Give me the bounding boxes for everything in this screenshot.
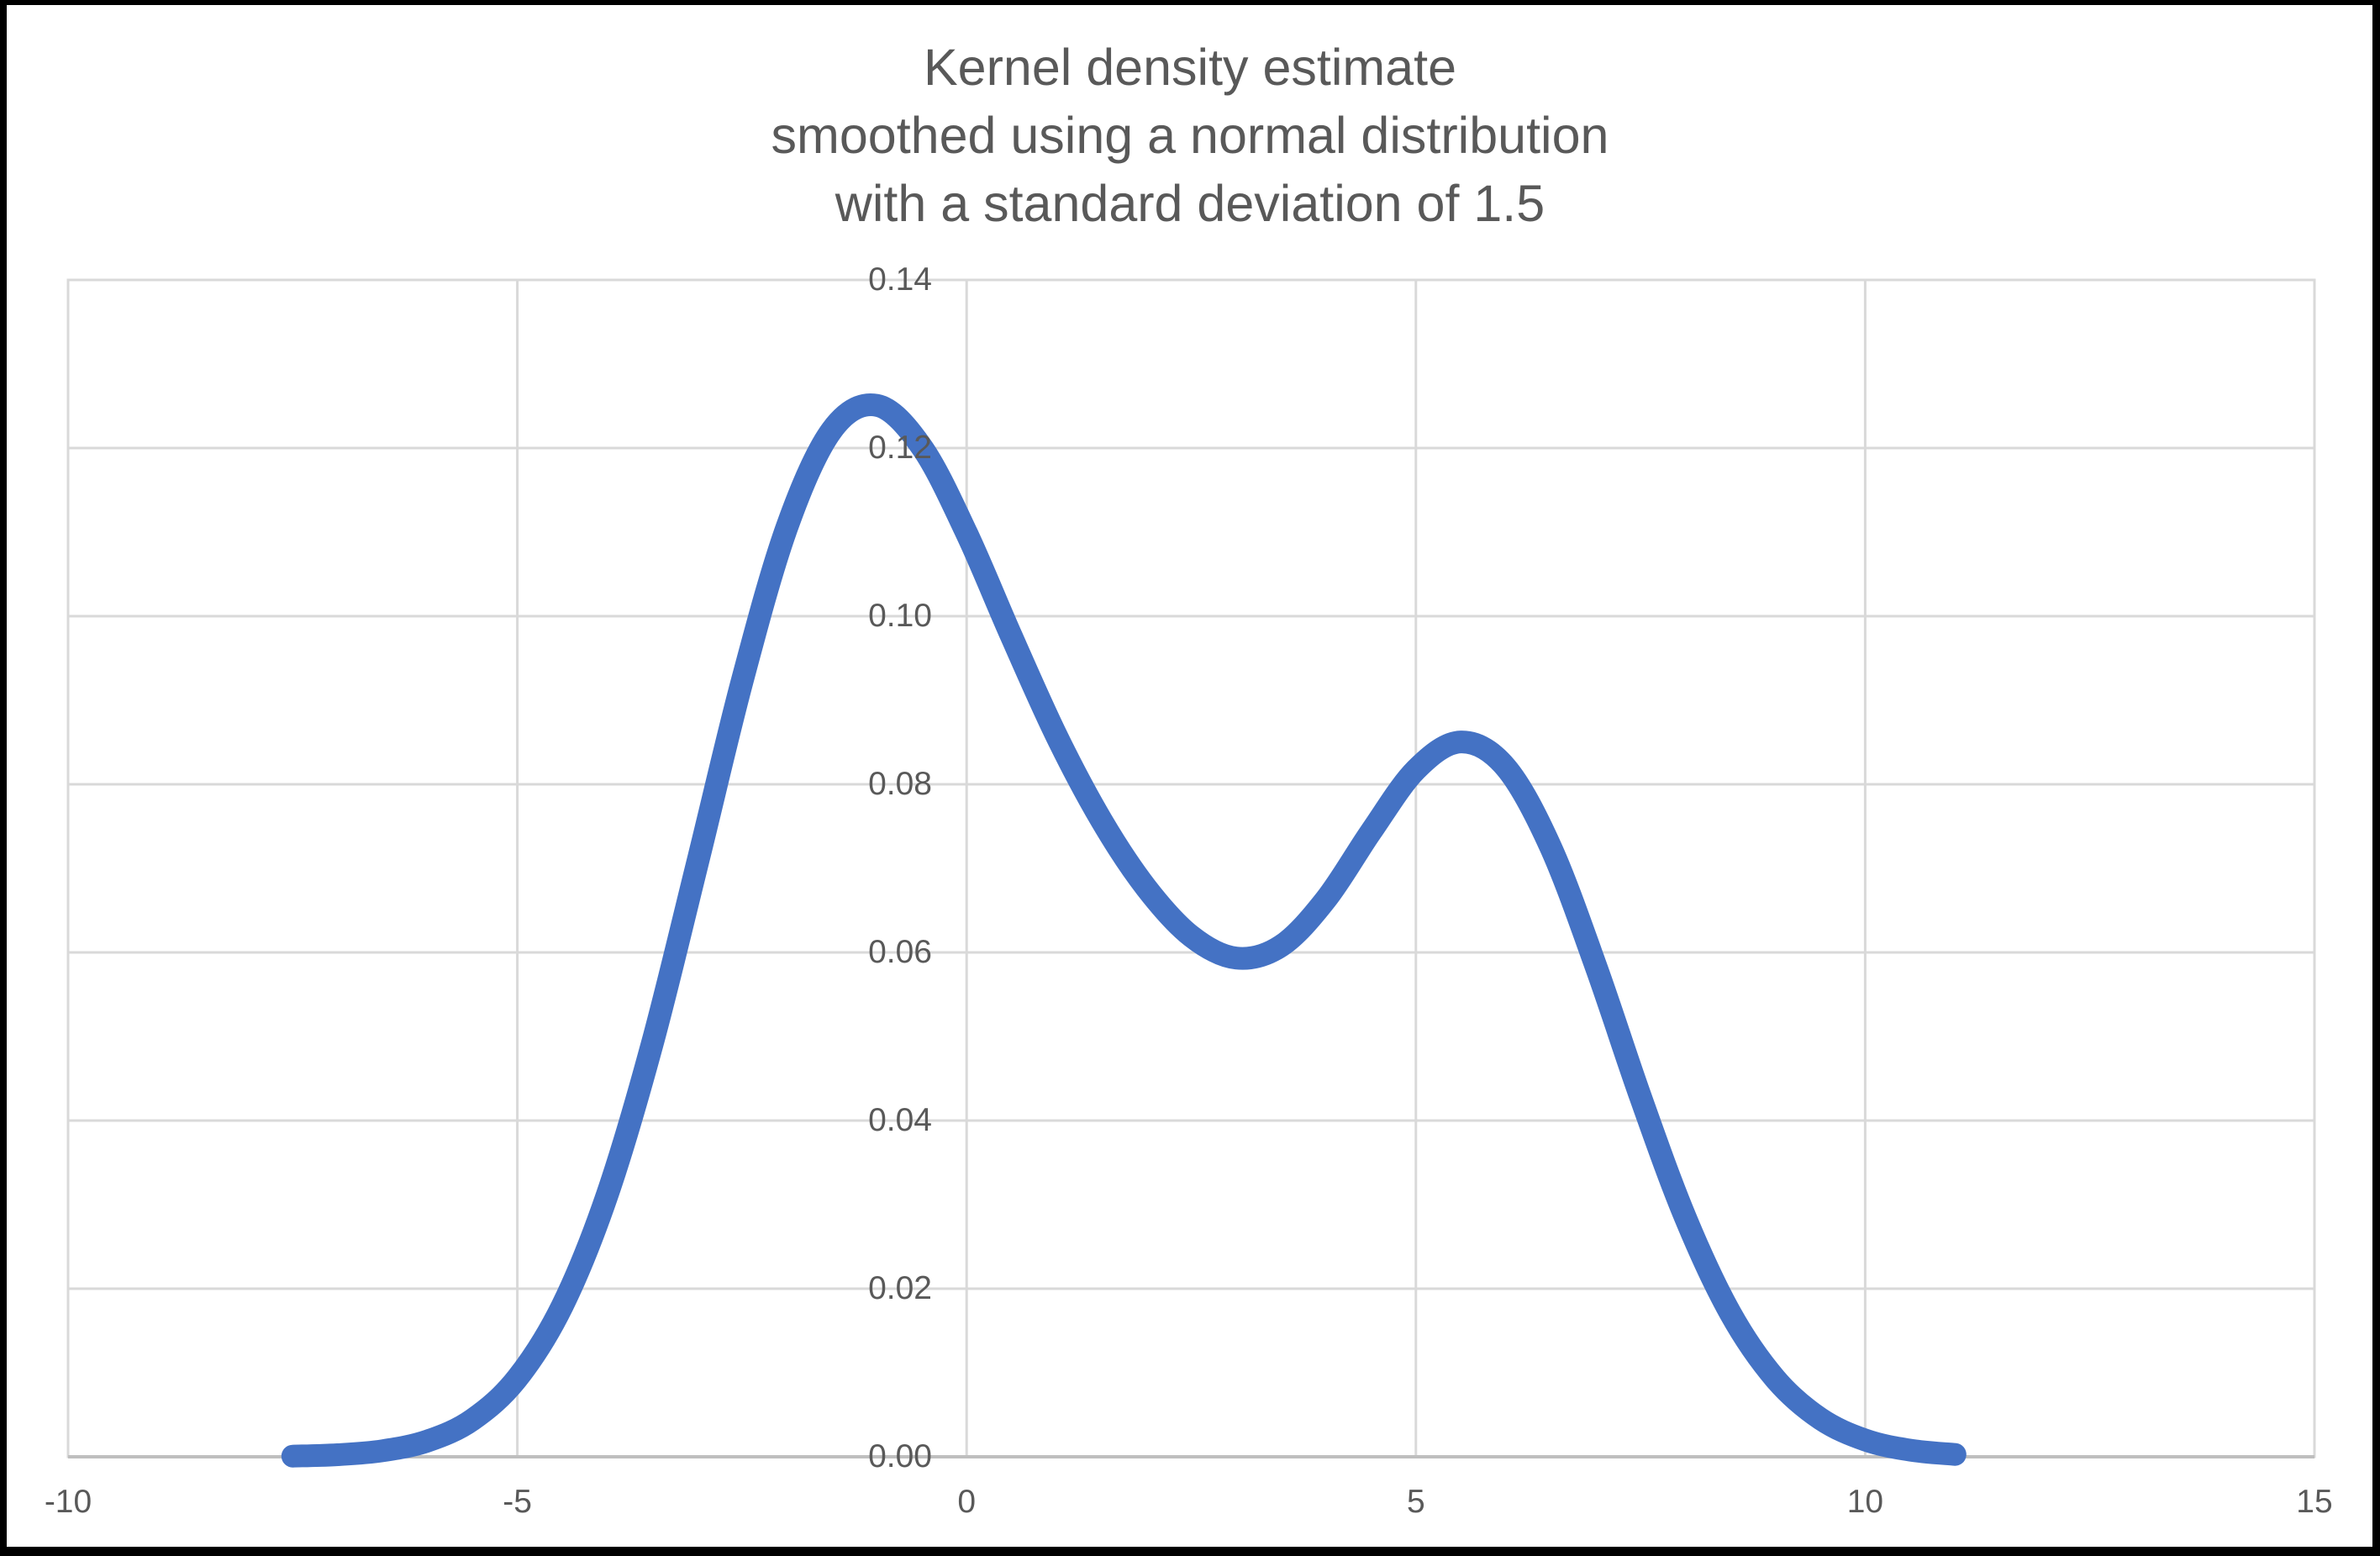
x-tick-label-5: 5 <box>1406 1484 1425 1520</box>
gridlines <box>66 278 2316 1457</box>
y-tick-label-0.00: 0.00 <box>868 1438 932 1474</box>
y-tick-label-0.02: 0.02 <box>868 1270 932 1306</box>
x-tick-label--10: -10 <box>44 1484 92 1520</box>
y-tick-label-0.06: 0.06 <box>868 934 932 970</box>
y-tick-label-0.04: 0.04 <box>868 1102 932 1138</box>
chart-title: Kernel density estimate smoothed using a… <box>771 39 1609 232</box>
y-tick-label-0.08: 0.08 <box>868 766 932 802</box>
x-tick-label-0: 0 <box>957 1484 977 1520</box>
x-tick-label--5: -5 <box>503 1484 532 1520</box>
y-tick-label-0.14: 0.14 <box>868 261 932 298</box>
plot-area-border <box>66 278 2316 1458</box>
x-tick-label-10: 10 <box>1846 1484 1884 1520</box>
y-tick-label-0.10: 0.10 <box>868 598 932 634</box>
x-tick-label-15: 15 <box>2296 1484 2333 1520</box>
y-tick-label-0.12: 0.12 <box>868 430 932 466</box>
kde-curve-line <box>281 393 1967 1468</box>
